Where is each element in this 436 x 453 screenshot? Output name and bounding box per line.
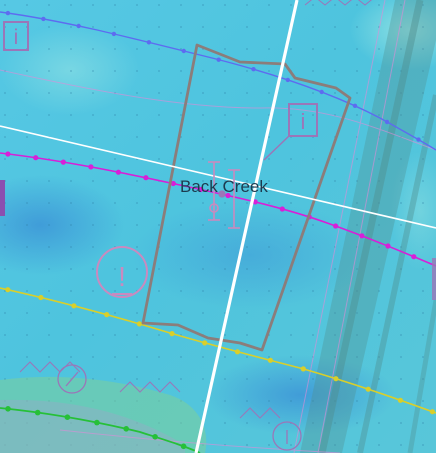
contour-point [234, 349, 241, 355]
contour-point [267, 357, 273, 363]
contour-point [180, 443, 187, 450]
contour-point [143, 175, 149, 181]
contour-point [279, 206, 285, 212]
contour-point [300, 366, 306, 372]
contour-point [71, 303, 77, 309]
contour-point [285, 77, 290, 83]
contour-point [76, 23, 81, 29]
anchor-icon[interactable] [208, 161, 240, 229]
contour-point [5, 10, 11, 16]
contour-point [88, 164, 94, 170]
contour-point [64, 414, 71, 421]
contour-point [104, 312, 110, 318]
contour-point [152, 434, 158, 440]
contour-magenta [0, 152, 436, 267]
warning-icon[interactable]: ! [96, 246, 148, 298]
info-icon[interactable]: i [3, 21, 29, 51]
contour-point [5, 287, 11, 293]
contour-point [34, 409, 41, 416]
contour-point [94, 419, 100, 426]
contour-point [5, 151, 11, 157]
channel-bands [300, 0, 436, 453]
contour-point [60, 159, 66, 165]
contour-point [170, 180, 176, 187]
contour-point [169, 331, 175, 337]
contour-point [136, 321, 142, 327]
creek-label: Back Creek [180, 177, 268, 196]
edge-marker [432, 258, 436, 300]
contour-point [333, 376, 339, 382]
contour-point [123, 426, 129, 432]
contour-point [333, 223, 339, 229]
contour-point [352, 103, 358, 109]
info-icon[interactable]: i [263, 103, 318, 161]
contour-point [38, 294, 44, 301]
contour-point [411, 254, 417, 260]
shallow-bank [0, 376, 207, 453]
contour-point [216, 57, 221, 62]
contour-point [111, 31, 117, 37]
contour-point [319, 89, 324, 95]
svg-text:i: i [14, 26, 19, 49]
contour-point [146, 40, 152, 45]
contour-point [251, 67, 256, 72]
contour-point [359, 233, 365, 239]
contour-point [41, 16, 46, 22]
grid-line-horizontal [0, 125, 436, 229]
contour-point [115, 169, 121, 175]
buoy-circle-icon [57, 190, 302, 451]
contour-point [181, 48, 186, 54]
contour-point [5, 406, 11, 412]
contour-point [225, 192, 231, 199]
contour-point [33, 155, 39, 161]
grid-line-vertical [194, 0, 299, 453]
contour-point [429, 409, 435, 415]
rock-hatching [19, 0, 373, 419]
contour-point [397, 397, 403, 403]
contour-point [198, 186, 204, 193]
contour-points [5, 10, 435, 450]
svg-text:i: i [301, 109, 306, 134]
contour-point [384, 119, 390, 125]
svg-text:!: ! [118, 261, 126, 292]
contour-point [385, 243, 391, 249]
edge-marker [0, 180, 5, 216]
contour-point [202, 340, 208, 346]
contour-point [365, 386, 371, 392]
contour-point [416, 137, 421, 142]
parcel-outline[interactable] [141, 43, 352, 352]
